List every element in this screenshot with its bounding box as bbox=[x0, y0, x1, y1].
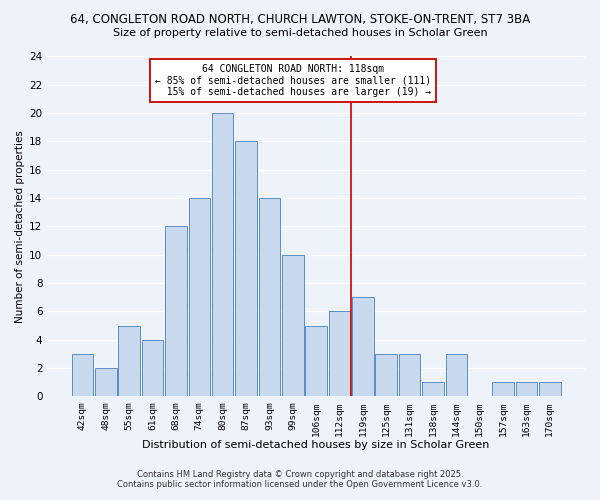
Bar bbox=[446, 354, 467, 397]
Bar bbox=[399, 354, 421, 397]
Bar bbox=[422, 382, 444, 396]
Bar bbox=[188, 198, 210, 396]
Text: 64, CONGLETON ROAD NORTH, CHURCH LAWTON, STOKE-ON-TRENT, ST7 3BA: 64, CONGLETON ROAD NORTH, CHURCH LAWTON,… bbox=[70, 12, 530, 26]
Bar bbox=[282, 255, 304, 396]
Bar bbox=[95, 368, 116, 396]
Bar bbox=[212, 113, 233, 397]
Bar bbox=[118, 326, 140, 396]
Text: Contains HM Land Registry data © Crown copyright and database right 2025.
Contai: Contains HM Land Registry data © Crown c… bbox=[118, 470, 482, 489]
Bar bbox=[259, 198, 280, 396]
Bar bbox=[305, 326, 327, 396]
Bar bbox=[515, 382, 537, 396]
Bar bbox=[72, 354, 93, 397]
Bar bbox=[352, 298, 374, 396]
Bar bbox=[165, 226, 187, 396]
Bar bbox=[493, 382, 514, 396]
Bar bbox=[376, 354, 397, 397]
Bar bbox=[142, 340, 163, 396]
Bar bbox=[235, 142, 257, 396]
Bar bbox=[539, 382, 560, 396]
X-axis label: Distribution of semi-detached houses by size in Scholar Green: Distribution of semi-detached houses by … bbox=[142, 440, 490, 450]
Text: Size of property relative to semi-detached houses in Scholar Green: Size of property relative to semi-detach… bbox=[113, 28, 487, 38]
Text: 64 CONGLETON ROAD NORTH: 118sqm
← 85% of semi-detached houses are smaller (111)
: 64 CONGLETON ROAD NORTH: 118sqm ← 85% of… bbox=[155, 64, 431, 97]
Y-axis label: Number of semi-detached properties: Number of semi-detached properties bbox=[15, 130, 25, 323]
Bar bbox=[329, 312, 350, 396]
